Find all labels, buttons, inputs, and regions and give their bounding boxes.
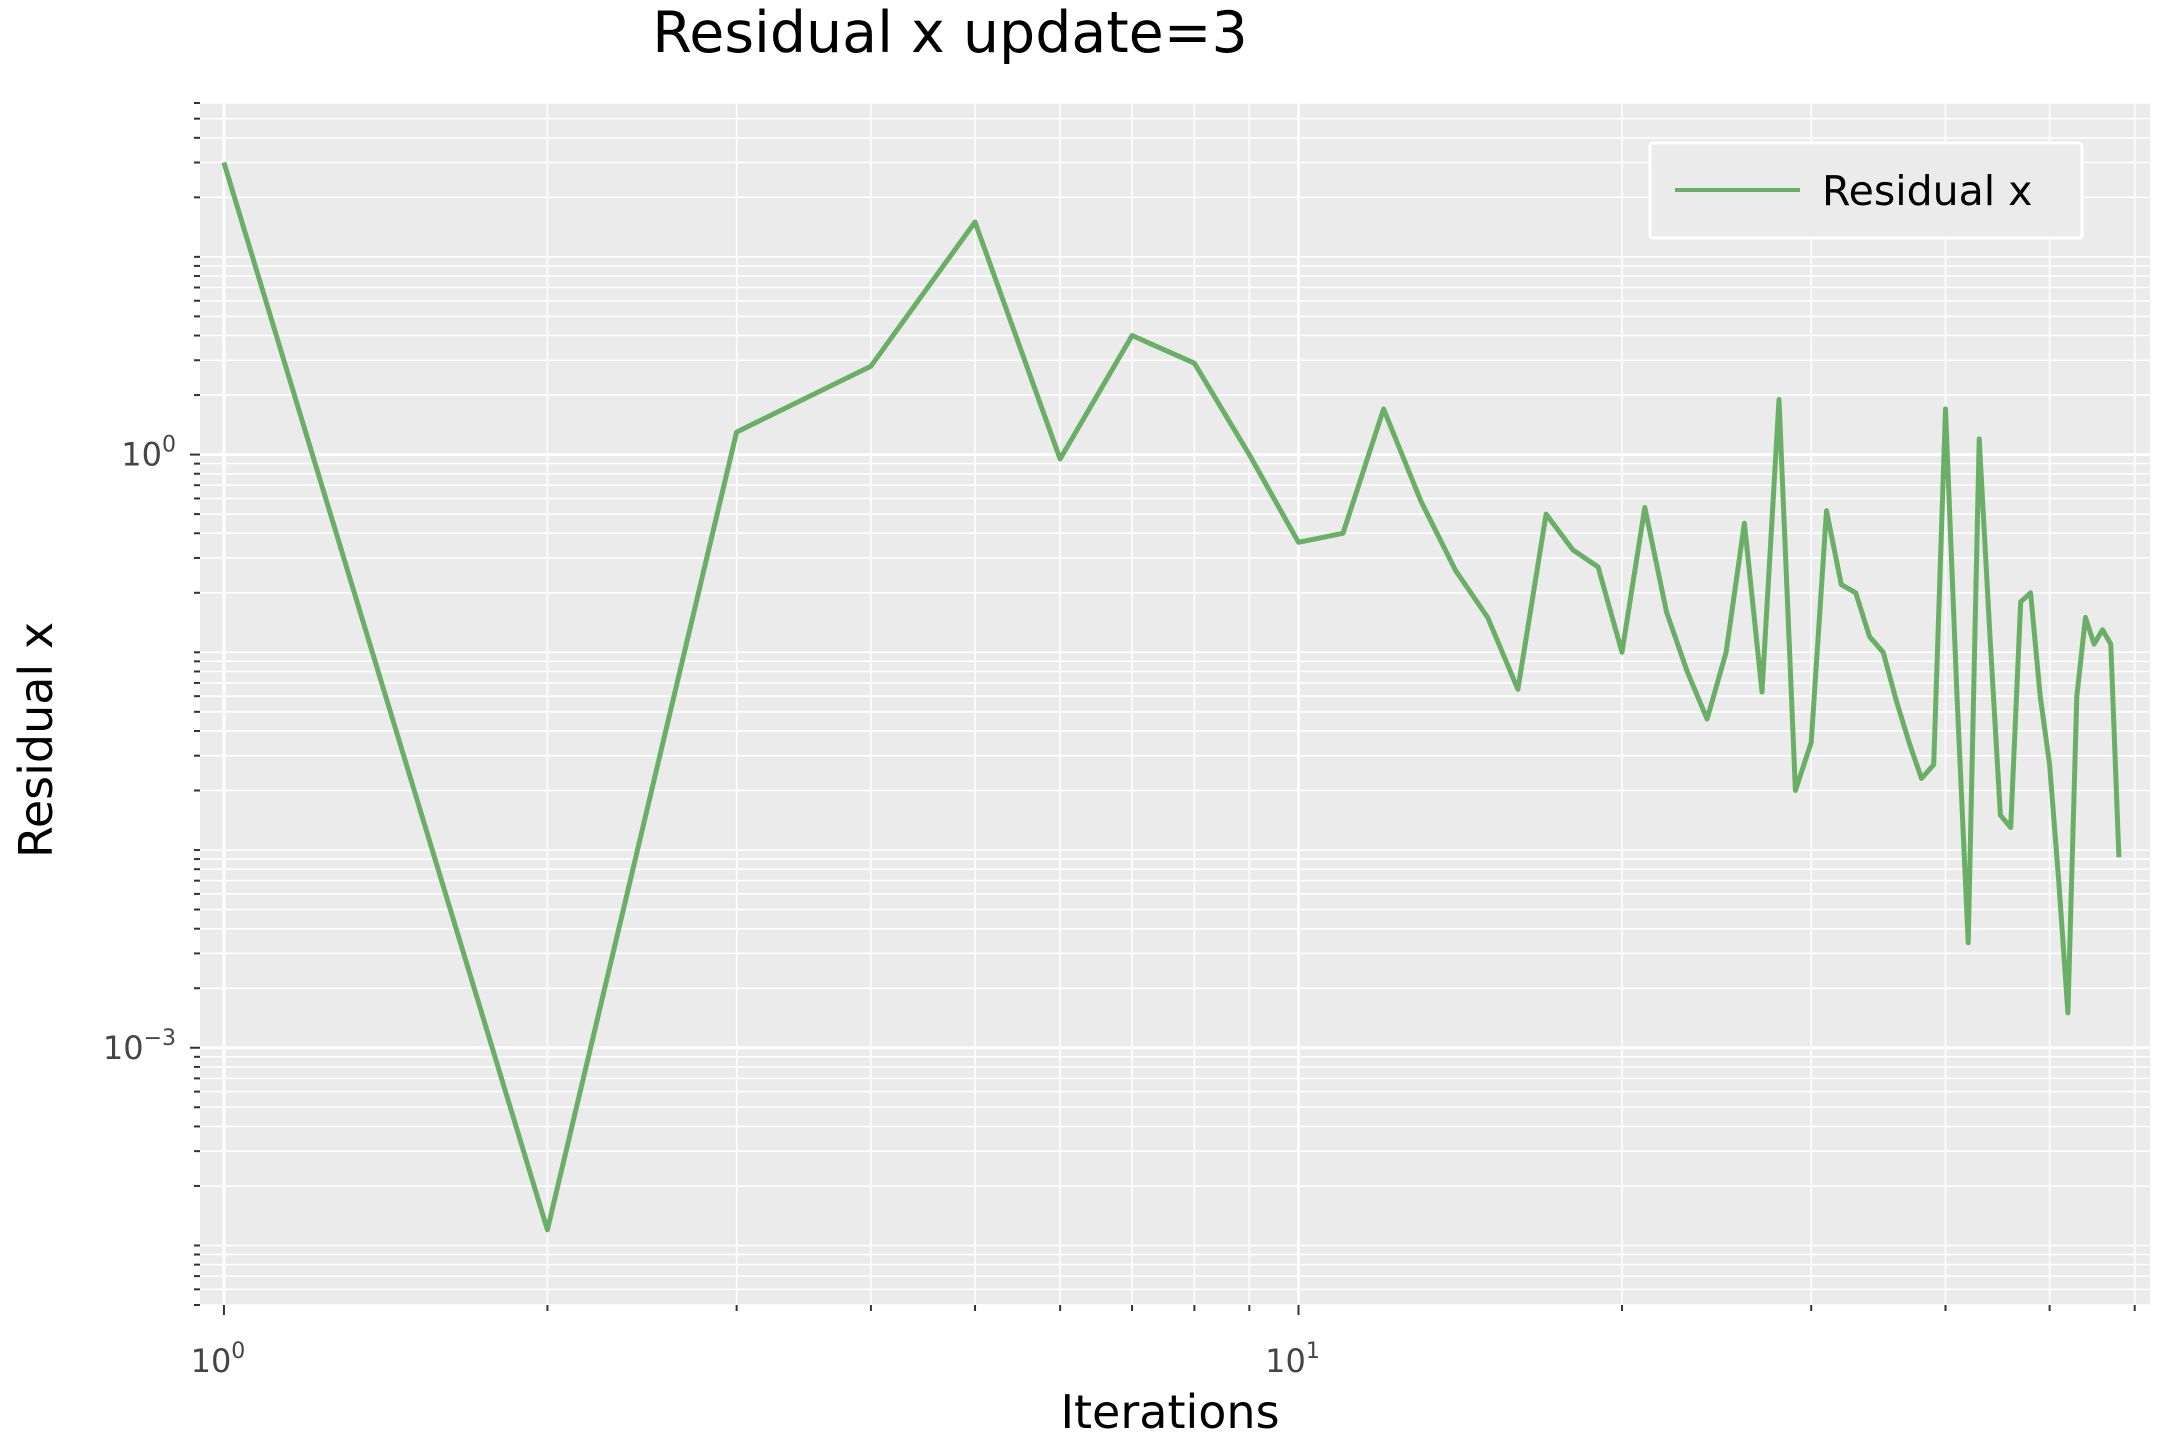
plot-area	[200, 103, 2150, 1305]
series-line-residual-x	[221, 161, 2122, 1233]
x-tick-label: 101	[1265, 1339, 1320, 1380]
x-tick-labels: 100 101	[191, 1339, 1320, 1380]
x-tick-label: 100	[191, 1339, 246, 1380]
legend-box	[1648, 141, 2084, 240]
grid	[200, 102, 2150, 1306]
y-tick-labels: 100 10−3	[103, 433, 176, 1067]
chart-title: Residual x update=3	[652, 0, 1248, 66]
axis-ticks	[190, 102, 2136, 1315]
legend: Residual x	[1648, 141, 2084, 240]
y-tick-label: 100	[121, 433, 176, 474]
x-axis-label: Iterations	[1060, 1385, 1279, 1439]
y-tick-label: 10−3	[103, 1026, 176, 1067]
legend-label-residual-x: Residual x	[1822, 167, 2032, 215]
y-axis-label: Residual x	[9, 622, 63, 858]
